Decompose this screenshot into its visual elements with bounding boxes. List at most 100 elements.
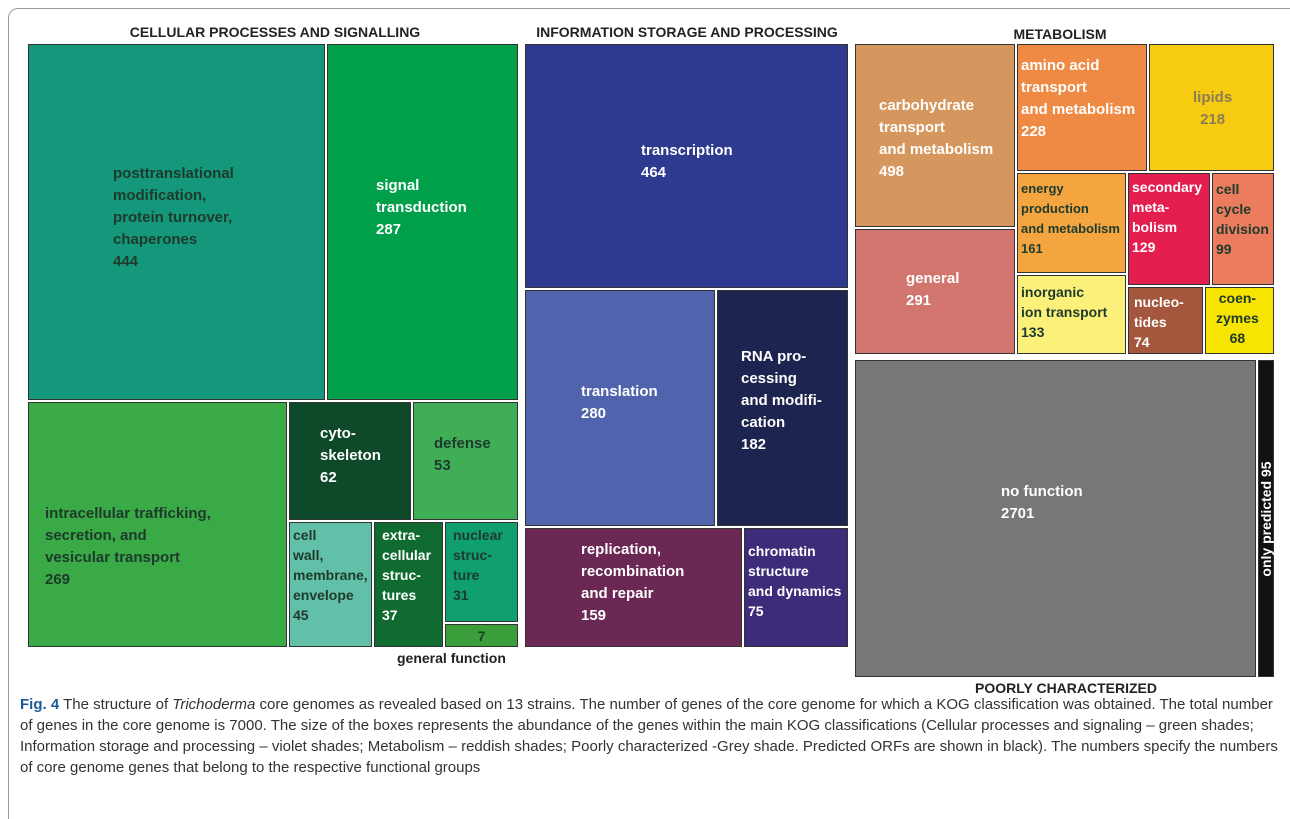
group-header: METABOLISM bbox=[1013, 26, 1107, 42]
box-name: nucleo- tides bbox=[1134, 294, 1184, 330]
box-name: extra- cellular struc- tures bbox=[382, 527, 432, 603]
box-label: nucleo- tides 74 bbox=[1134, 292, 1184, 352]
box-name: cell wall, membrane, envelope bbox=[293, 527, 368, 603]
box-value: 182 bbox=[741, 436, 767, 453]
box-value: 74 bbox=[1134, 334, 1150, 350]
treemap-box: lipids 218 bbox=[1149, 44, 1274, 171]
box-value: 99 bbox=[1216, 241, 1232, 257]
box-value: 133 bbox=[1021, 324, 1045, 340]
box-value: 7 bbox=[477, 628, 486, 644]
box-name: replication, recombination and repair bbox=[581, 541, 685, 602]
treemap-box: no function 2701 bbox=[855, 360, 1256, 677]
box-name: cell cycle division bbox=[1216, 181, 1269, 237]
box-value: 31 bbox=[453, 587, 469, 603]
treemap-box: amino acid transport and metabolism 228 bbox=[1017, 44, 1147, 171]
box-label: inorganic ion transport 133 bbox=[1021, 282, 1107, 342]
box-name: lipids bbox=[1193, 89, 1233, 106]
treemap-box: RNA pro- cessing and modifi- cation 182 bbox=[717, 290, 848, 526]
box-label: replication, recombination and repair 159 bbox=[581, 539, 684, 627]
box-name: secondary meta- bolism bbox=[1132, 179, 1203, 235]
box-name: intracellular trafficking, secretion, an… bbox=[45, 505, 211, 566]
figure-frame bbox=[8, 8, 1290, 819]
treemap-box: coen- zymes 68 bbox=[1205, 287, 1274, 354]
box-value: 75 bbox=[748, 603, 764, 619]
treemap-box: cell wall, membrane, envelope 45 bbox=[289, 522, 372, 647]
box-label: cyto- skeleton 62 bbox=[320, 423, 381, 489]
box-name: amino acid transport and metabolism bbox=[1021, 57, 1136, 118]
box-value: 464 bbox=[641, 164, 667, 181]
treemap-box: signal transduction 287 bbox=[327, 44, 518, 400]
box-label: coen- zymes 68 bbox=[1216, 288, 1259, 348]
treemap-box: replication, recombination and repair 159 bbox=[525, 528, 742, 647]
treemap-box: general 291 bbox=[855, 229, 1015, 354]
box-label: only predicted 95 bbox=[1256, 461, 1276, 576]
caption-italic: Trichoderma bbox=[172, 696, 256, 713]
box-name: inorganic ion transport bbox=[1021, 284, 1108, 320]
treemap-box: energy production and metabolism 161 bbox=[1017, 173, 1126, 273]
box-label: signal transduction 287 bbox=[376, 175, 467, 241]
group-header: CELLULAR PROCESSES AND SIGNALLING bbox=[129, 24, 421, 40]
box-name: translation bbox=[581, 383, 658, 400]
box-name: carbohydrate transport and metabolism bbox=[879, 97, 994, 158]
box-value: 161 bbox=[1021, 241, 1043, 256]
box-value: 287 bbox=[376, 221, 402, 238]
box-label: energy production and metabolism 161 bbox=[1021, 179, 1120, 259]
box-name: nuclear struc- ture bbox=[453, 527, 503, 583]
box-value: 37 bbox=[382, 607, 398, 623]
box-name: no function bbox=[1001, 483, 1083, 500]
box-label: chromatin structure and dynamics 75 bbox=[748, 541, 841, 621]
box-label: intracellular trafficking, secretion, an… bbox=[45, 503, 211, 591]
box-label: posttranslational modification, protein … bbox=[113, 163, 234, 273]
box-name: signal transduction bbox=[376, 177, 467, 216]
box-value: 218 bbox=[1200, 111, 1226, 128]
box-value: 269 bbox=[45, 571, 71, 588]
treemap-box: intracellular trafficking, secretion, an… bbox=[28, 402, 287, 647]
box-label: extra- cellular struc- tures 37 bbox=[382, 525, 431, 625]
box-label: general 291 bbox=[906, 268, 959, 312]
treemap-box: cell cycle division 99 bbox=[1212, 173, 1274, 285]
box-name: general function bbox=[397, 650, 506, 666]
box-label: amino acid transport and metabolism 228 bbox=[1021, 55, 1135, 143]
box-name: posttranslational modification, protein … bbox=[113, 165, 234, 248]
box-label: no function 2701 bbox=[1001, 481, 1083, 525]
box-name: defense bbox=[434, 435, 491, 452]
box-label: transcription 464 bbox=[641, 140, 733, 184]
treemap-box: 7 bbox=[445, 624, 518, 647]
box-value: 53 bbox=[434, 457, 451, 474]
box-value: 498 bbox=[879, 163, 905, 180]
box-label: defense 53 bbox=[434, 433, 491, 477]
box-label: cell wall, membrane, envelope 45 bbox=[293, 525, 368, 625]
box-name: general bbox=[906, 270, 960, 287]
box-name: coen- zymes bbox=[1216, 290, 1259, 326]
box-value: 280 bbox=[581, 405, 607, 422]
box-value: 62 bbox=[320, 469, 337, 486]
box-name: chromatin structure and dynamics bbox=[748, 543, 842, 599]
caption-text: core genomes as revealed based on 13 str… bbox=[20, 696, 1278, 776]
treemap-box: carbohydrate transport and metabolism 498 bbox=[855, 44, 1015, 227]
box-value: 95 bbox=[1258, 460, 1274, 477]
box-value: 129 bbox=[1132, 239, 1156, 255]
caption: Fig. 4 The structure of Trichoderma core… bbox=[20, 694, 1278, 778]
box-value: 45 bbox=[293, 607, 309, 623]
box-value: 159 bbox=[581, 607, 607, 624]
box-label: secondary meta- bolism 129 bbox=[1132, 177, 1202, 257]
treemap-box: only predicted 95 bbox=[1258, 360, 1274, 677]
box-label: carbohydrate transport and metabolism 498 bbox=[879, 95, 993, 183]
treemap-box: defense 53 bbox=[413, 402, 518, 520]
box-value: 291 bbox=[906, 292, 932, 309]
box-value: 2701 bbox=[1001, 505, 1035, 522]
treemap-box: chromatin structure and dynamics 75 bbox=[744, 528, 848, 647]
treemap-box: secondary meta- bolism 129 bbox=[1128, 173, 1210, 285]
box-label: translation 280 bbox=[581, 381, 658, 425]
box-label: nuclear struc- ture 31 bbox=[453, 525, 503, 605]
treemap-box: cyto- skeleton 62 bbox=[289, 402, 411, 520]
box-value: 68 bbox=[1229, 330, 1246, 346]
treemap-box: translation 280 bbox=[525, 290, 715, 526]
box-name: RNA pro- cessing and modifi- cation bbox=[741, 348, 822, 431]
treemap-box: transcription 464 bbox=[525, 44, 848, 288]
box-value: 228 bbox=[1021, 123, 1047, 140]
group-header: INFORMATION STORAGE AND PROCESSING bbox=[536, 24, 838, 40]
caption-text: The structure of bbox=[63, 696, 173, 713]
box-name: energy production and metabolism bbox=[1021, 181, 1120, 236]
box-name: transcription bbox=[641, 142, 733, 159]
